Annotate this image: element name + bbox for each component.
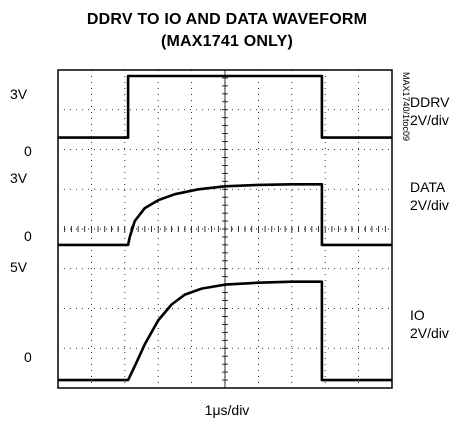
io-channel-scale: 2V/div	[410, 325, 449, 341]
trace-io	[58, 280, 392, 382]
oscilloscope-plot: 3V 0 3V 0 5V 0 DDRV 2V/div DATA 2V/div I…	[10, 69, 450, 389]
ddrv-channel-name: DDRV	[410, 94, 450, 110]
ddrv-channel-scale: 2V/div	[410, 112, 449, 128]
figure-code: MAX1740/1toc09	[401, 72, 411, 141]
x-axis-label: 1μs/div	[204, 402, 250, 418]
traces	[58, 74, 392, 382]
io-zero-label: 0	[24, 349, 32, 365]
ddrv-top-label: 3V	[10, 86, 28, 102]
io-channel-name: IO	[410, 307, 425, 323]
chart-title-line-1: DDRV TO IO AND DATA WAVEFORM	[86, 11, 368, 28]
io-top-label: 5V	[10, 259, 28, 275]
ddrv-zero-label: 0	[24, 143, 32, 159]
chart-title-line-2: (MAX1741 ONLY)	[160, 33, 294, 50]
trace-data	[58, 183, 392, 247]
data-channel-scale: 2V/div	[410, 197, 449, 213]
data-channel-name: DATA	[410, 179, 446, 195]
data-top-label: 3V	[10, 170, 28, 186]
trace-ddrv	[58, 74, 392, 139]
data-zero-label: 0	[24, 228, 32, 244]
grid	[57, 69, 393, 389]
